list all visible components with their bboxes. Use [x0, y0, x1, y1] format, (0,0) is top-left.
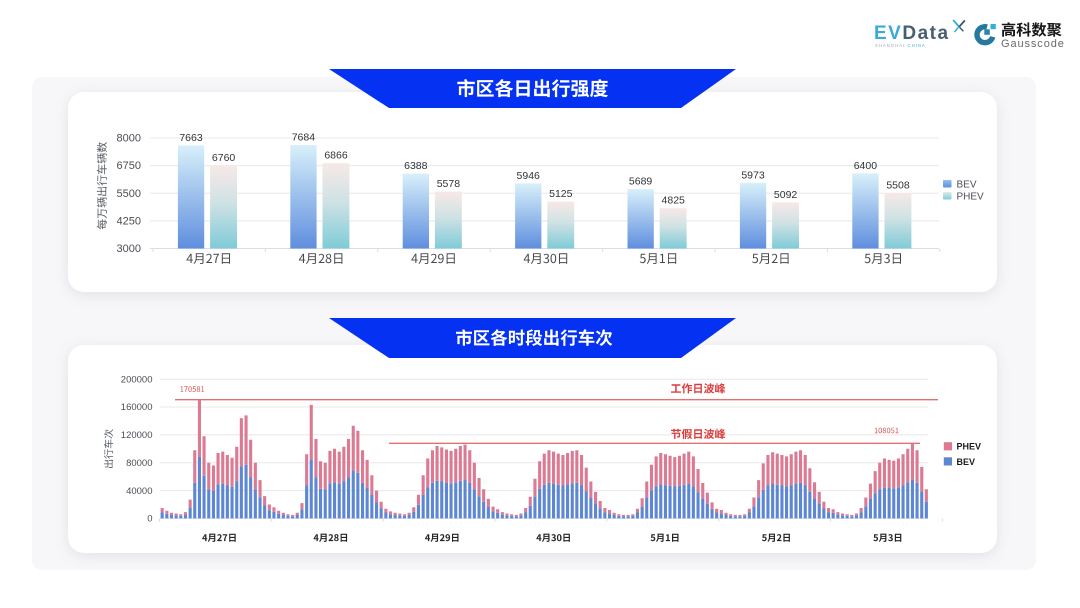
svg-text:160000: 160000: [121, 402, 153, 413]
svg-text:BEV: BEV: [957, 457, 976, 467]
svg-text:200000: 200000: [121, 374, 153, 385]
svg-text:5125: 5125: [549, 188, 573, 200]
svg-text:80000: 80000: [126, 458, 152, 469]
svg-text:6866: 6866: [324, 150, 348, 162]
svg-text:8000: 8000: [117, 133, 141, 145]
svg-text:3000: 3000: [117, 243, 141, 255]
svg-text:6388: 6388: [404, 160, 428, 172]
svg-text:0: 0: [147, 514, 152, 525]
svg-text:6400: 6400: [854, 160, 878, 172]
svg-text:6760: 6760: [212, 152, 236, 164]
svg-text:5508: 5508: [886, 180, 910, 192]
svg-text:5689: 5689: [629, 176, 653, 188]
svg-text:5973: 5973: [741, 169, 765, 181]
svg-text:40000: 40000: [126, 486, 152, 497]
svg-text:6750: 6750: [117, 160, 141, 172]
svg-text:4250: 4250: [117, 216, 141, 228]
svg-text:PHEV: PHEV: [957, 191, 985, 202]
svg-text:5500: 5500: [117, 188, 141, 200]
svg-text:BEV: BEV: [957, 179, 977, 190]
svg-text:7684: 7684: [292, 132, 316, 144]
svg-text:5946: 5946: [517, 170, 541, 182]
svg-text:7663: 7663: [179, 132, 203, 144]
svg-text:PHEV: PHEV: [957, 442, 982, 452]
svg-text:4825: 4825: [662, 195, 686, 207]
svg-text:120000: 120000: [121, 430, 153, 441]
svg-text:5092: 5092: [774, 189, 798, 201]
svg-text:5578: 5578: [437, 178, 461, 190]
